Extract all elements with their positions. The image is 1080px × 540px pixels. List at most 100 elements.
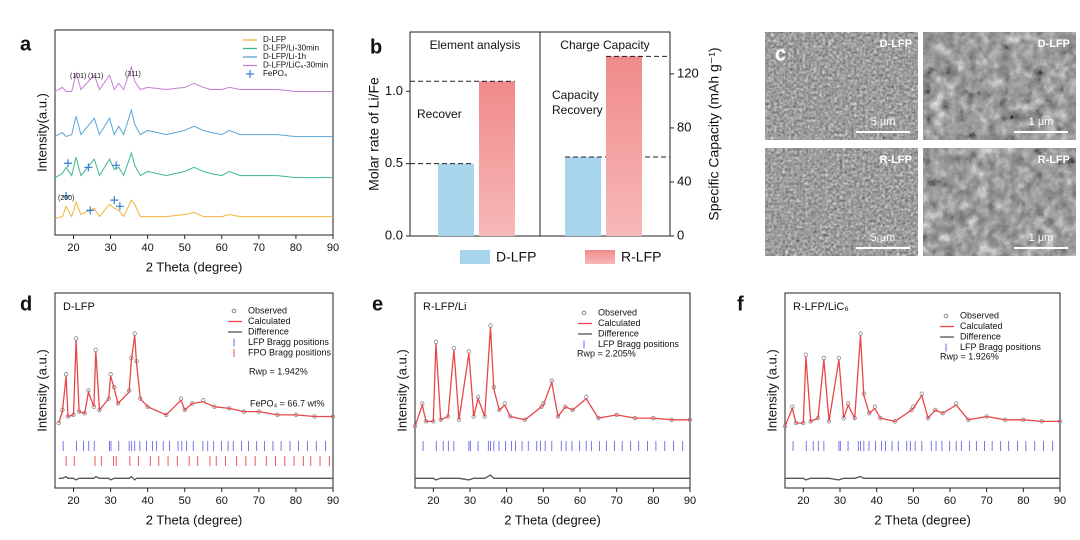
- y2-tick-label: 120: [677, 65, 699, 80]
- refinement-line: [785, 475, 1060, 481]
- bar: [565, 156, 601, 236]
- sem-image: [765, 32, 918, 140]
- x-tick-label: 20: [67, 495, 79, 507]
- refinement-line: [415, 474, 690, 481]
- observed-point: [821, 355, 827, 361]
- x-tick-label: 20: [67, 242, 79, 254]
- observed-point: [539, 404, 544, 409]
- legend-label: LFP Bragg positions: [960, 342, 1041, 352]
- observed-point: [803, 352, 809, 357]
- y2-tick-label: 80: [677, 119, 691, 134]
- x-tick-label: 40: [871, 495, 883, 507]
- x-tick-label: 30: [834, 495, 846, 507]
- sem-label: D-LFP: [1038, 38, 1070, 50]
- observed-point: [782, 424, 788, 429]
- y-axis-label: Intensity(a.u.): [34, 93, 49, 172]
- legend-label: LFP Bragg positions: [248, 337, 329, 347]
- sem-label: R-LFP: [1038, 154, 1070, 166]
- bar: [438, 163, 474, 236]
- observed-point: [488, 323, 493, 328]
- legend-label: Difference: [248, 326, 289, 336]
- annotation: (111): [88, 73, 103, 80]
- x-tick-label: 70: [253, 495, 265, 507]
- scale-bar-label: 5 μm: [871, 232, 896, 244]
- panel-letter: d: [20, 293, 32, 315]
- x-tick-label: 40: [501, 495, 513, 507]
- observed-point: [433, 339, 439, 344]
- observed-point: [145, 404, 150, 409]
- y-axis-label: Intensity (a.u.): [764, 349, 779, 431]
- y-axis-label: Molar rate of Li/Fe: [366, 77, 382, 191]
- observed-point: [182, 407, 187, 413]
- observed-point: [563, 404, 568, 409]
- x-axis-label: 2 Theta (degree): [146, 512, 243, 527]
- fepo4-marker: [115, 202, 124, 211]
- plot-frame: [54, 292, 334, 489]
- legend-label: Calculated: [598, 318, 641, 328]
- legend-label: D-LFP/Li-30min: [263, 44, 319, 53]
- observed-point: [933, 407, 938, 413]
- panel-title: R-LFP/Li: [423, 301, 466, 313]
- observed-point: [940, 411, 945, 416]
- bar: [606, 56, 642, 236]
- panel-letter: b: [370, 36, 382, 58]
- fepo4-marker: [110, 196, 119, 205]
- y2-axis-label: Specific Capacity (mAh g⁻¹): [706, 47, 722, 220]
- panel-letter: e: [372, 293, 383, 315]
- legend-label: FePO₄: [263, 69, 287, 78]
- observed-point: [836, 355, 842, 361]
- x-tick-label: 80: [290, 495, 302, 507]
- observed-point: [73, 336, 79, 341]
- x-axis-label: 2 Theta (degree): [146, 259, 243, 274]
- x-tick-label: 90: [1054, 495, 1066, 507]
- x-tick-label: 70: [981, 495, 993, 507]
- xrd-curve: [54, 108, 333, 138]
- xrd-curve: [54, 65, 333, 92]
- fepo4-marker: [112, 161, 121, 170]
- y-tick-label: 0.0: [385, 227, 403, 242]
- observed-point: [132, 331, 137, 336]
- sem-image: [923, 148, 1076, 256]
- panel-title: R-LFP/LiC₆: [793, 301, 849, 313]
- y-tick-label: 1.0: [385, 83, 403, 98]
- legend-marker: [943, 313, 949, 319]
- scale-bar-label: 1 μm: [1029, 232, 1054, 244]
- observed-point: [93, 347, 98, 353]
- x-axis-label: 2 Theta (degree): [874, 512, 971, 527]
- legend-label: R-LFP: [621, 249, 661, 265]
- observed-point: [570, 407, 575, 413]
- fepo4-marker: [62, 192, 71, 201]
- legend-label: D-LFP: [496, 249, 536, 265]
- legend-label: D-LFP: [263, 35, 286, 44]
- bar: [479, 81, 515, 236]
- legend-swatch: [585, 250, 615, 264]
- y-axis-label: Intensity (a.u.): [394, 349, 409, 431]
- refinement-line: [58, 335, 333, 424]
- legend-label: Observed: [248, 305, 287, 315]
- annotation: Rwp = 1.942%: [249, 366, 308, 376]
- legend-label: Observed: [960, 310, 999, 320]
- x-tick-label: 40: [142, 242, 154, 254]
- x-tick-label: 60: [216, 495, 228, 507]
- sem-image: [923, 32, 1076, 140]
- legend-marker: [581, 310, 587, 316]
- x-tick-label: 80: [647, 495, 659, 507]
- legend-swatch: [460, 250, 490, 264]
- x-tick-label: 40: [142, 495, 154, 507]
- annotation: (200): [58, 195, 74, 202]
- group-label: Charge Capacity: [560, 38, 649, 52]
- annotation: Capacity Recovery: [552, 88, 603, 117]
- refinement-line: [58, 475, 333, 481]
- annotation: FePO₄ = 66.7 wt%: [250, 398, 324, 408]
- y-axis-label: Intensity (a.u.): [34, 349, 49, 431]
- panel-letter: a: [20, 33, 32, 55]
- annotation: Rwp = 2.205%: [577, 348, 636, 358]
- panel-title: D-LFP: [63, 301, 95, 313]
- x-tick-label: 30: [464, 495, 476, 507]
- y2-tick-label: 0: [677, 227, 684, 242]
- x-tick-label: 50: [907, 495, 919, 507]
- sem-image: [765, 148, 918, 256]
- scale-bar-label: 1 μm: [1029, 116, 1054, 128]
